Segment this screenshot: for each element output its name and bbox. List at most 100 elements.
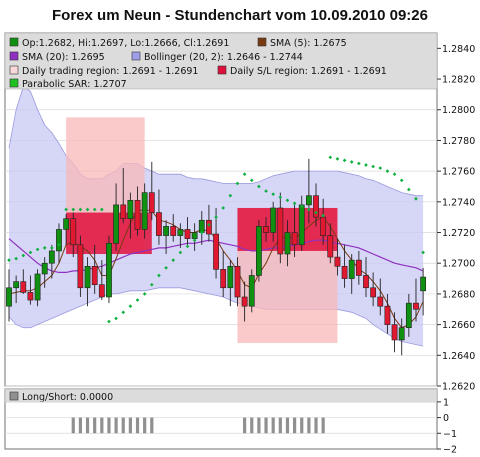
candle-body [277, 207, 284, 255]
legend-psar-swatch [9, 78, 19, 88]
candle [334, 238, 341, 276]
indicator-tick-label: 1 [443, 397, 449, 408]
psar-dot [57, 242, 61, 247]
candle [27, 275, 34, 305]
legend-longshort-swatch [9, 391, 19, 401]
longshort-bar [121, 417, 125, 434]
price-tick-label: 1.2620 [442, 382, 475, 393]
candle-body [355, 259, 362, 276]
candle [156, 189, 162, 245]
longshort-bar [278, 417, 282, 434]
psar-dot [135, 298, 140, 302]
psar-dot [50, 246, 54, 250]
candle [170, 214, 177, 242]
legend-sma5-swatch [257, 37, 267, 47]
longshort-bar [285, 417, 290, 434]
candle-body [20, 281, 27, 293]
candle [134, 186, 141, 236]
candle [284, 220, 291, 267]
candle-body [413, 302, 419, 310]
longshort-bar [71, 417, 75, 434]
longshort-bar [135, 417, 140, 434]
candle [177, 223, 184, 248]
candle-body [284, 232, 291, 255]
legend-daily-range-swatch [9, 65, 19, 75]
price-tick-label: 1.2680 [442, 289, 475, 300]
longshort-bar [114, 417, 118, 434]
candlesticks [6, 158, 427, 356]
price-axis: 1.2620 1.2640 1.2660 1.2680 1.2700 1.2720 1.27… [437, 44, 475, 393]
psar-dot [321, 213, 325, 218]
psar-dot [149, 282, 154, 287]
longshort-bar [271, 417, 275, 434]
candle-body [263, 226, 269, 233]
psar-dot [228, 193, 233, 198]
candle-body [70, 218, 77, 246]
candle-body [248, 275, 255, 307]
legend-sma5: SMA (5): 1.2675 [270, 38, 347, 49]
candle [48, 244, 55, 279]
psar-dot [199, 230, 204, 235]
candle [327, 223, 334, 264]
psar-dot [64, 207, 68, 212]
candle-body [177, 229, 184, 236]
candle-body [334, 256, 341, 267]
chart-title: Forex um Neun - Stundenchart vom 10.09.2… [52, 7, 428, 24]
candle-body [198, 219, 205, 233]
candle-body [127, 199, 134, 220]
candle-body [106, 242, 112, 298]
candle [127, 192, 134, 239]
psar-dot [307, 207, 311, 212]
psar-dot [92, 207, 97, 212]
candle [41, 257, 48, 288]
psar-dot [221, 206, 226, 210]
candle [34, 269, 41, 307]
price-tick-label: 1.2800 [442, 105, 475, 116]
psar-dot [349, 160, 354, 164]
psar-dot [271, 192, 276, 196]
psar-dot [328, 155, 333, 160]
longshort-bar [293, 417, 297, 434]
legend-ohlc-swatch [9, 37, 19, 47]
candle-body [320, 216, 327, 236]
candle [348, 254, 355, 294]
candle-body [305, 195, 312, 206]
longshort-bar [300, 417, 304, 434]
legend-ohlc: Op:1.2682, Hi:1.2697, Lo:1.2666, Cl:1.26… [22, 38, 229, 49]
psar-dot [257, 184, 261, 189]
candle [91, 244, 98, 294]
candle-body [141, 192, 148, 230]
candle-body [313, 195, 319, 218]
candle-body [398, 327, 405, 341]
candle-body [206, 219, 212, 235]
price-tick-label: 1.2740 [442, 197, 475, 208]
price-tick-label: 1.2720 [442, 228, 475, 239]
psar-dot [235, 181, 240, 186]
psar-dot [299, 204, 304, 209]
candle [20, 269, 27, 294]
legend-background [4, 32, 438, 90]
candle [106, 235, 112, 304]
candle [277, 192, 284, 264]
longshort-bar [150, 417, 154, 434]
candle-body [291, 232, 298, 246]
candle-body [63, 218, 70, 230]
candle-body [241, 296, 248, 307]
legend-sma20: SMA (20): 1.2695 [22, 52, 105, 63]
psar-dot [71, 207, 76, 212]
candle-body [120, 204, 127, 220]
candle-body [270, 207, 277, 233]
candle [291, 204, 298, 258]
candle-body [191, 232, 198, 239]
legend-bollinger-swatch [131, 51, 141, 61]
indicator-axis: 1 0 −1 −2 [437, 397, 457, 456]
price-tick-label: 1.2640 [442, 351, 475, 362]
legend-daily-sl: Daily S/L region: 1.2691 - 1.2691 [230, 66, 387, 77]
price-tick-label: 1.2840 [442, 44, 475, 55]
longshort-bar [264, 417, 268, 434]
price-tick-label: 1.2660 [442, 320, 475, 331]
legend: Op:1.2682, Hi:1.2697, Lo:1.2666, Cl:1.26… [4, 32, 438, 90]
psar-dot [85, 207, 90, 212]
candle [163, 220, 169, 255]
